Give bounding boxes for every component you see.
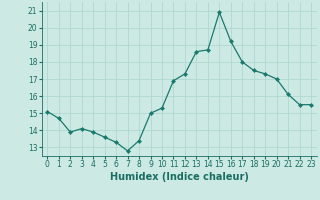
X-axis label: Humidex (Indice chaleur): Humidex (Indice chaleur) xyxy=(110,172,249,182)
